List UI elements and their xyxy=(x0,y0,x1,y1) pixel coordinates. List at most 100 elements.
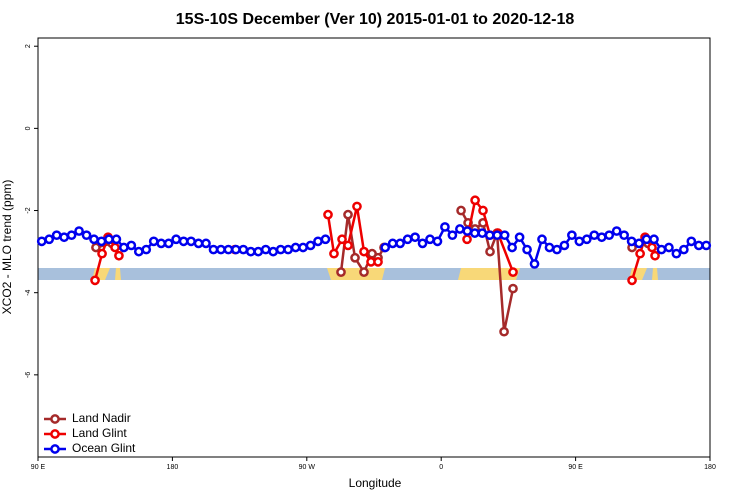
data-point xyxy=(59,232,69,243)
data-point xyxy=(231,244,241,255)
data-point xyxy=(581,234,592,245)
data-point xyxy=(417,238,428,249)
data-point xyxy=(671,248,682,259)
data-point xyxy=(350,252,360,263)
data-point xyxy=(91,242,101,253)
data-point xyxy=(387,238,398,249)
data-point xyxy=(216,244,226,255)
y-axis-label: XCO2 - MLO trend (ppm) xyxy=(0,180,14,315)
legend-label: Ocean Glint xyxy=(72,441,136,455)
data-point xyxy=(305,240,316,251)
land-ocean-strip xyxy=(38,268,710,280)
data-point xyxy=(245,246,256,257)
data-point xyxy=(298,242,308,253)
x-tick-label: 0 xyxy=(439,464,443,471)
data-point xyxy=(36,236,47,247)
data-point xyxy=(469,228,480,238)
data-point xyxy=(119,242,129,253)
data-point xyxy=(186,236,196,247)
data-point xyxy=(447,230,458,241)
data-point xyxy=(499,230,510,241)
data-point xyxy=(96,236,107,247)
data-point xyxy=(664,242,674,253)
data-point xyxy=(74,226,84,236)
data-point xyxy=(537,234,547,245)
data-point xyxy=(395,238,405,249)
data-point xyxy=(686,236,697,247)
data-point xyxy=(410,232,420,243)
data-point xyxy=(649,234,659,245)
data-point xyxy=(320,234,331,245)
data-point xyxy=(470,195,480,206)
data-point xyxy=(148,236,159,247)
data-point xyxy=(456,205,466,216)
x-tick-label: 180 xyxy=(167,464,179,471)
data-point xyxy=(104,234,114,245)
data-point xyxy=(701,240,712,251)
x-tick-label: 90 E xyxy=(31,464,46,471)
data-point xyxy=(329,248,339,259)
data-point xyxy=(283,244,293,255)
data-point xyxy=(627,275,637,286)
y-tick-label: -6 xyxy=(25,372,32,378)
data-point xyxy=(337,234,347,245)
data-point xyxy=(634,238,644,249)
data-point xyxy=(529,259,540,269)
data-point xyxy=(478,205,488,216)
data-point xyxy=(589,230,600,241)
data-point xyxy=(156,238,167,249)
data-point xyxy=(290,242,301,253)
data-point xyxy=(238,244,249,255)
y-tick-label: 0 xyxy=(25,126,32,130)
y-tick-label: 2 xyxy=(25,44,32,48)
data-point xyxy=(343,240,353,251)
data-point xyxy=(679,244,689,255)
data-point xyxy=(514,232,525,243)
data-point xyxy=(141,244,152,255)
data-point xyxy=(626,236,637,247)
data-point xyxy=(208,244,219,255)
data-point xyxy=(507,242,517,253)
data-point xyxy=(359,267,369,277)
x-tick-label: 90 W xyxy=(299,464,316,471)
data-point xyxy=(611,226,622,236)
data-point xyxy=(51,230,62,241)
data-point xyxy=(693,240,704,251)
data-point xyxy=(619,230,629,241)
data-point xyxy=(567,230,577,241)
data-point xyxy=(352,201,362,212)
data-point xyxy=(380,242,391,253)
data-point xyxy=(178,236,189,247)
data-point xyxy=(492,230,503,241)
data-point xyxy=(336,267,346,277)
data-point xyxy=(193,238,204,249)
data-point xyxy=(89,234,99,245)
data-point xyxy=(485,246,495,257)
data-point xyxy=(604,230,615,241)
data-point xyxy=(66,230,77,241)
data-point xyxy=(574,236,585,247)
data-point xyxy=(90,275,100,286)
legend-marker xyxy=(50,429,60,439)
data-point xyxy=(201,238,211,249)
data-point xyxy=(647,242,657,253)
data-point xyxy=(552,244,562,255)
data-point xyxy=(462,226,473,236)
data-point xyxy=(114,250,124,261)
legend-label: Land Nadir xyxy=(72,411,131,425)
data-point xyxy=(432,236,443,247)
series-line xyxy=(465,197,515,273)
data-point xyxy=(171,234,181,245)
y-tick-label: -4 xyxy=(25,289,32,295)
data-point xyxy=(522,244,532,255)
data-point xyxy=(402,234,413,245)
data-point xyxy=(313,236,323,247)
data-point xyxy=(559,240,570,251)
data-point xyxy=(359,246,369,257)
y-tick-label: -2 xyxy=(25,207,32,213)
data-point xyxy=(223,244,234,255)
data-point xyxy=(499,326,509,337)
legend-marker xyxy=(50,414,60,424)
